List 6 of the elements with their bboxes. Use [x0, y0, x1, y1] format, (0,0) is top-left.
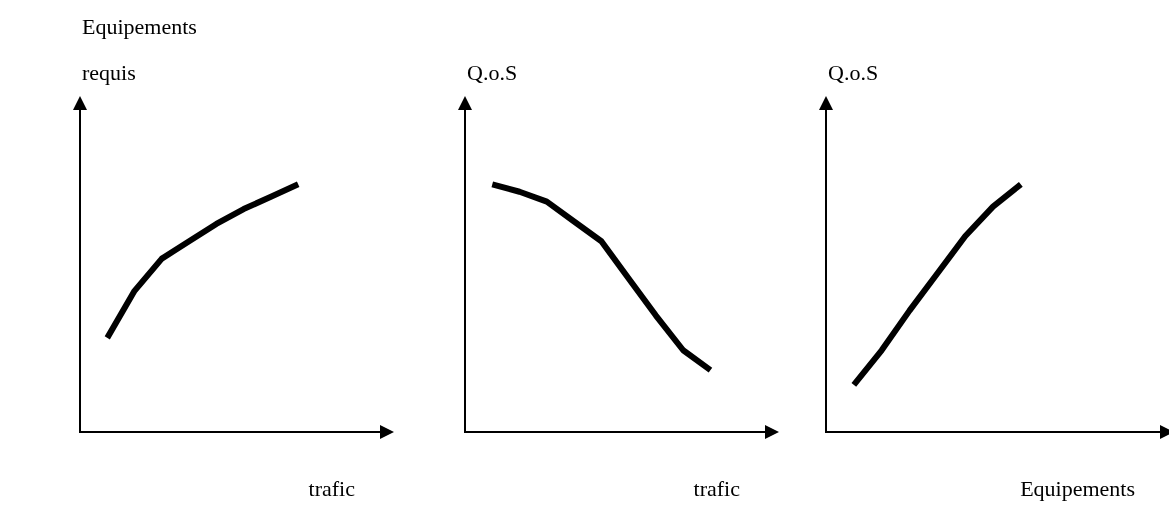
y-axis-title: Equipements requis	[82, 13, 197, 87]
y-axis-title: Q.o.S	[467, 59, 518, 87]
x-axis-title: trafic	[308, 476, 355, 502]
x-axis-title: trafic	[693, 476, 740, 502]
x-axis-title: Equipements	[1020, 476, 1135, 502]
y-axis-title: Q.o.S	[828, 59, 879, 87]
